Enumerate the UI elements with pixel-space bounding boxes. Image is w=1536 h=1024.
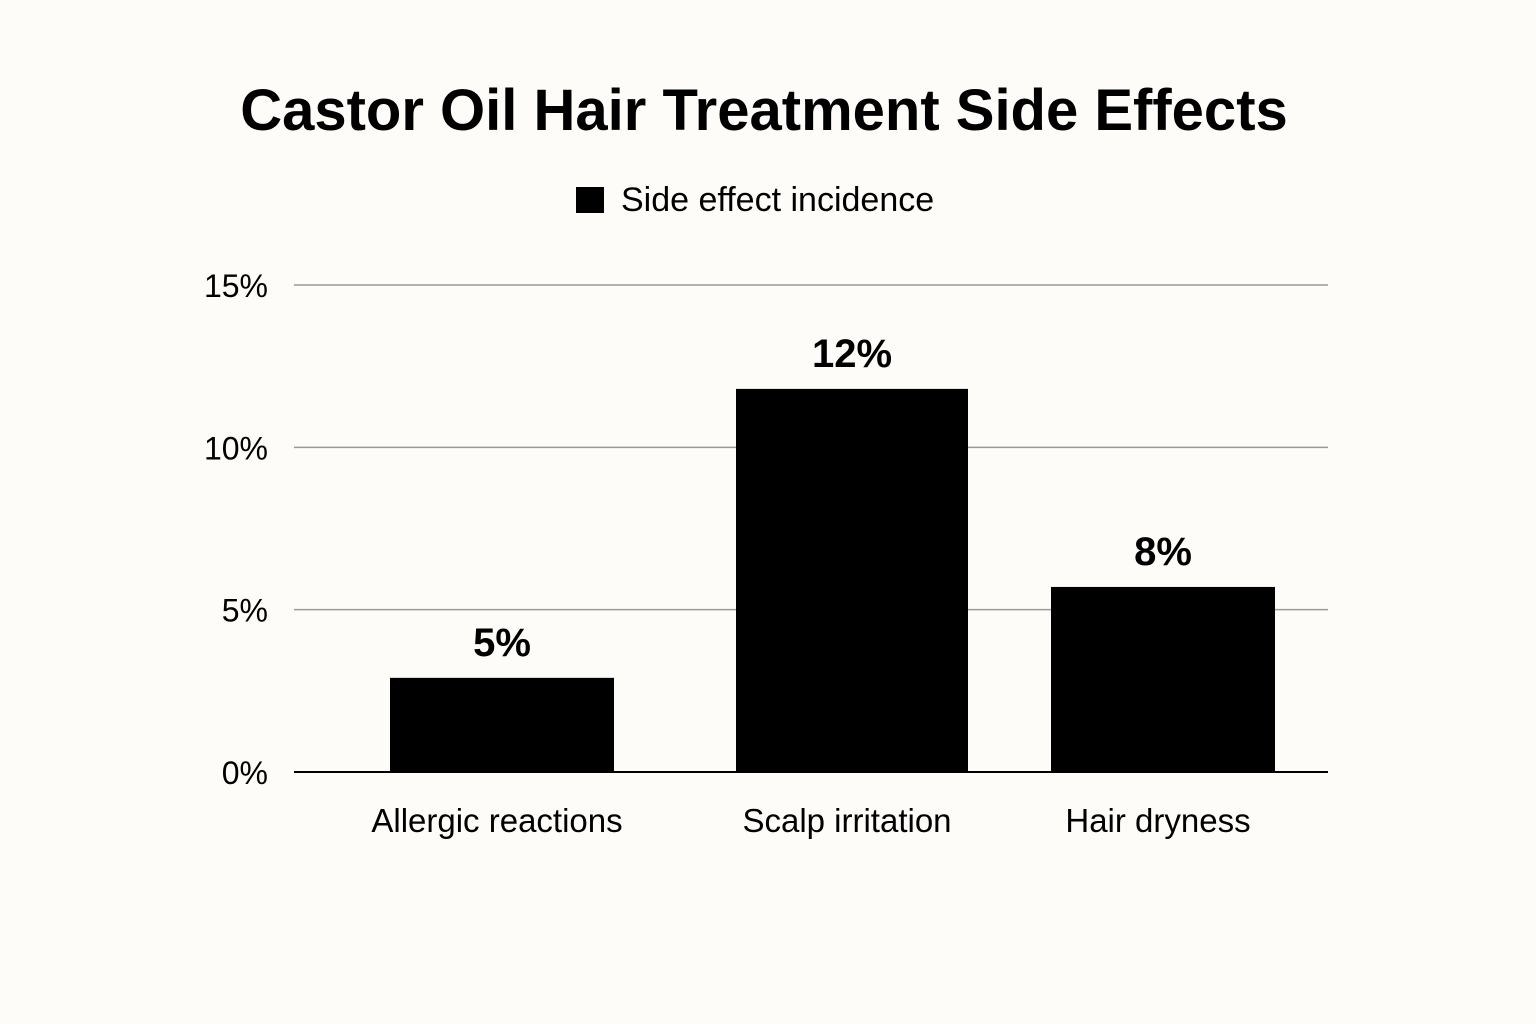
bar [1051, 586, 1275, 772]
y-tick-label: 5% [222, 593, 268, 629]
legend-label: Side effect incidence [621, 181, 934, 219]
x-category-label: Scalp irritation [742, 802, 951, 839]
y-tick-label: 0% [222, 755, 268, 791]
bar [736, 388, 968, 772]
bars [390, 388, 1275, 772]
x-category-label: Hair dryness [1065, 802, 1250, 839]
y-tick-label: 15% [204, 268, 268, 304]
bar-data-label: 8% [1134, 530, 1192, 574]
data-labels: 5% 12% 8% [473, 332, 1192, 665]
bar [390, 677, 614, 772]
y-axis-ticks: 0% 5% 10% 15% [204, 268, 268, 791]
chart-title: Castor Oil Hair Treatment Side Effects [240, 78, 1288, 143]
legend-swatch [576, 187, 604, 213]
bar-data-label: 12% [812, 332, 892, 376]
x-axis-categories: Allergic reactions Scalp irritation Hair d… [371, 802, 1250, 839]
y-tick-label: 10% [204, 430, 268, 466]
x-category-label: Allergic reactions [371, 802, 622, 839]
bar-data-label: 5% [473, 621, 531, 665]
legend: Side effect incidence [576, 181, 934, 219]
